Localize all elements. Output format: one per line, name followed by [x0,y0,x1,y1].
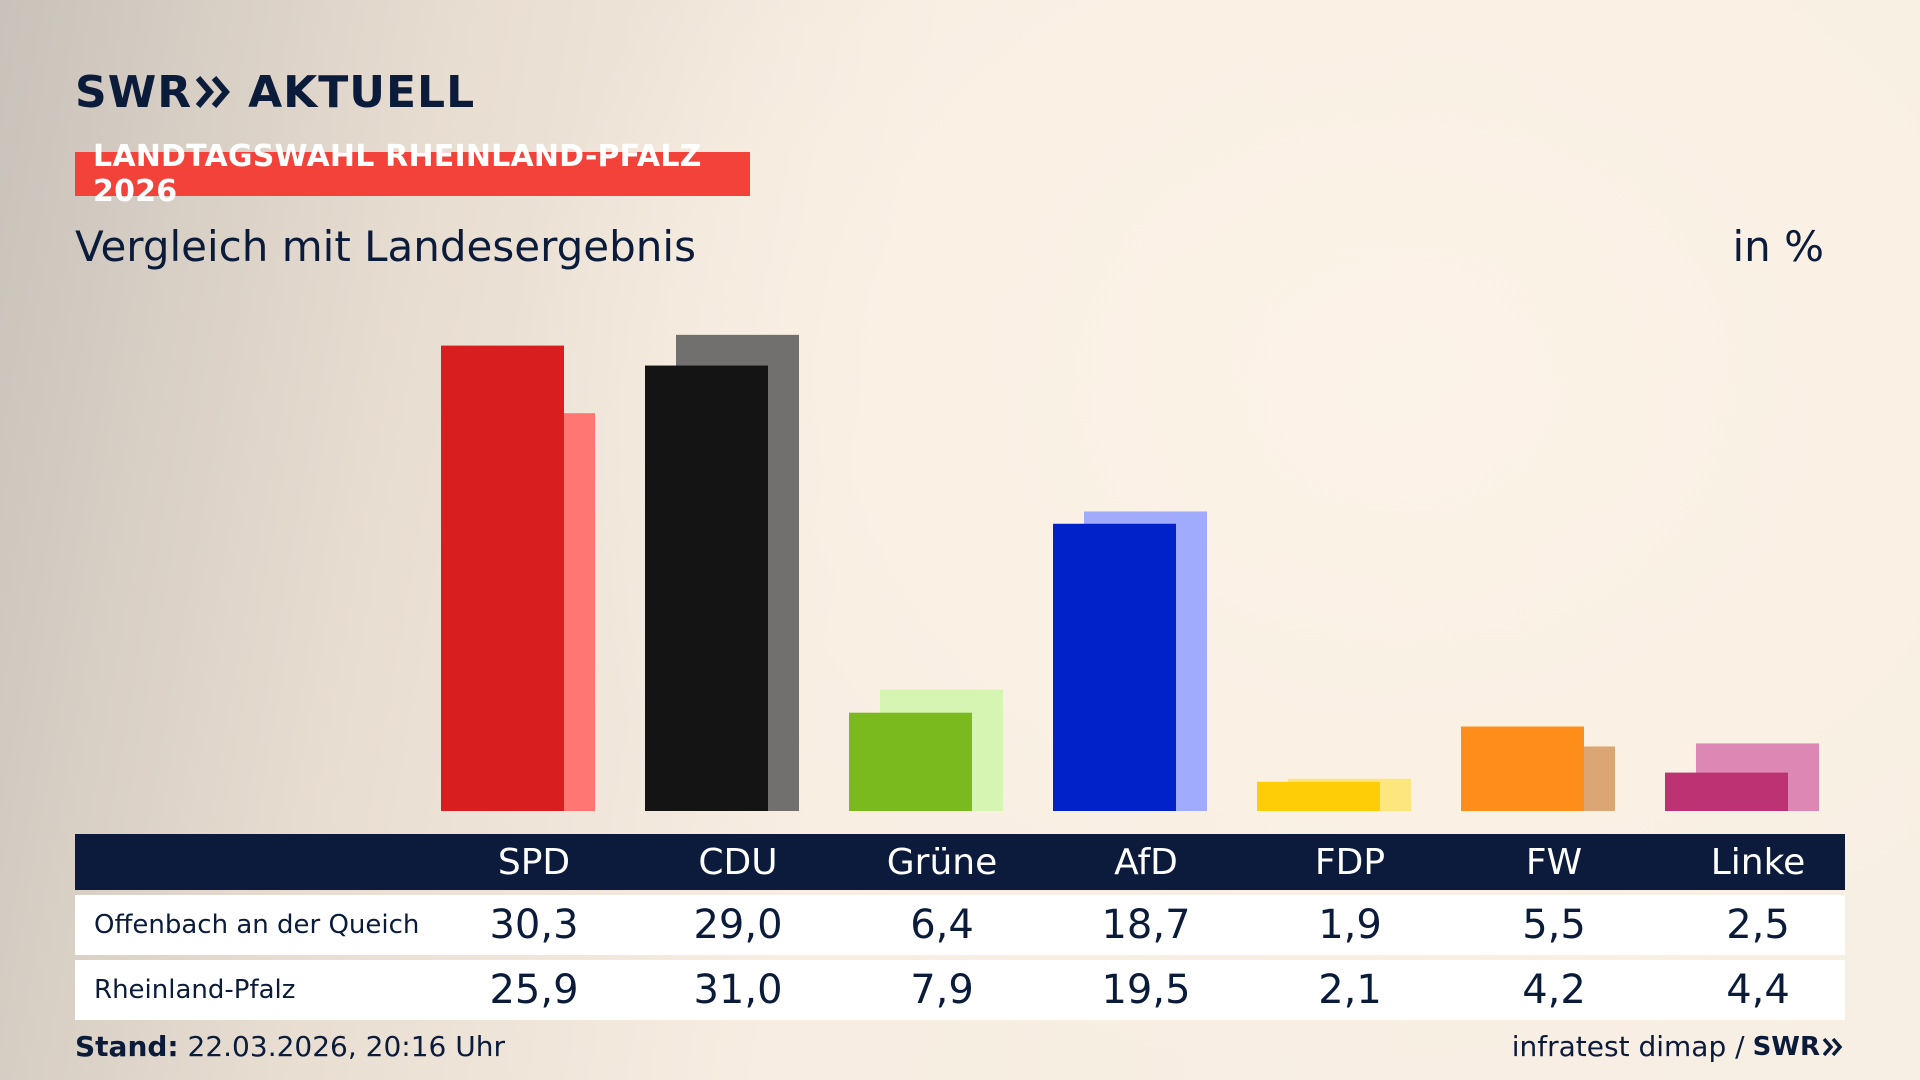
chart-subtitle: Vergleich mit Landesergebnis [75,222,696,271]
column-header-spd: SPD [497,841,571,883]
row-label: Offenbach an der Queich [94,910,420,940]
table-cell: 31,0 [693,967,783,1013]
double-chevron-icon [1823,1037,1843,1056]
bar-chart [441,334,1819,811]
logo-swr-text: SWR [75,66,193,118]
table-cell: 5,5 [1522,902,1586,948]
column-header-cdu: CDU [698,841,778,883]
table-header-row: SPD CDU Grüne AfD FDP FW Linke [75,834,1845,890]
table-cell: 29,0 [693,902,783,948]
table-cell: 18,7 [1101,902,1191,948]
bar-fw-offenbach [1461,726,1584,811]
double-chevron-icon [196,75,234,109]
source-credit: infratest dimap / SWR [1512,1030,1845,1063]
bar-fdp-offenbach [1257,781,1380,811]
swr-mini-text: SWR [1752,1031,1820,1062]
column-header-fw: FW [1525,841,1583,883]
stand-value: 22.03.2026, 20:16 Uhr [187,1030,505,1063]
table-row: Offenbach an der Queich 30,3 29,0 6,4 18,7 1… [75,895,1845,955]
bar-grüne-offenbach [849,712,972,811]
table-cell: 2,1 [1318,967,1382,1013]
bar-spd-offenbach [441,345,564,811]
table-cell: 19,5 [1101,967,1191,1013]
table-cell: 2,5 [1726,902,1790,948]
table-cell: 4,2 [1522,967,1586,1013]
table-cell: 4,4 [1726,967,1790,1013]
bar-linke-offenbach [1665,772,1788,811]
column-header-afd: AfD [1114,841,1178,883]
table-cell: 25,9 [489,967,579,1013]
logo-aktuell-text: AKTUELL [248,66,476,118]
table-cell: 6,4 [910,902,974,948]
row-label: Rheinland-Pfalz [94,975,296,1005]
column-header-fdp: FDP [1314,841,1386,883]
swr-aktuell-logo: SWR AKTUELL [75,66,476,118]
swr-mini-logo: SWR [1753,1032,1845,1062]
column-header-grüne: Grüne [886,841,998,883]
unit-label: in % [1732,222,1824,271]
table-row: Rheinland-Pfalz 25,9 31,0 7,9 19,5 2,1 4,2 4,4 [75,960,1845,1020]
timestamp: Stand: 22.03.2026, 20:16 Uhr [75,1030,505,1063]
source-text: infratest dimap / [1511,1030,1745,1063]
table-cell: 7,9 [910,967,974,1013]
stand-label: Stand: [75,1030,179,1063]
table-cell: 1,9 [1318,902,1382,948]
bar-afd-offenbach [1053,523,1176,811]
bar-cdu-offenbach [645,365,768,811]
column-header-linke: Linke [1710,841,1806,883]
table-cell: 30,3 [489,902,579,948]
results-table: SPD CDU Grüne AfD FDP FW Linke Offenbach an de… [75,834,1845,1020]
